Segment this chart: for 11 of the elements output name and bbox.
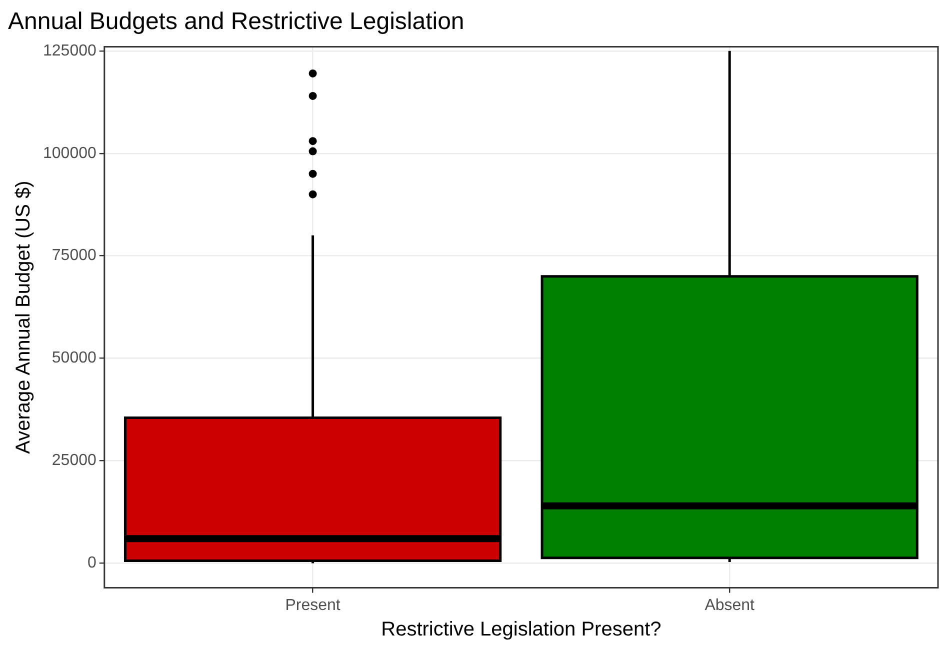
y-tick-label: 125000 [43, 42, 96, 60]
y-axis-title: Average Annual Budget (US $) [12, 180, 35, 454]
y-tick-label: 0 [87, 554, 96, 572]
y-tick-label: 75000 [52, 247, 96, 264]
chart-title: Annual Budgets and Restrictive Legislation [8, 8, 464, 36]
x-tick-label: Present [285, 596, 341, 614]
x-tick-label: Absent [704, 596, 756, 614]
y-tick-label: 100000 [43, 144, 96, 162]
x-axis-title: Restrictive Legislation Present? [381, 618, 662, 641]
y-tick-label: 50000 [52, 350, 96, 367]
y-tick-label: 25000 [52, 452, 96, 470]
